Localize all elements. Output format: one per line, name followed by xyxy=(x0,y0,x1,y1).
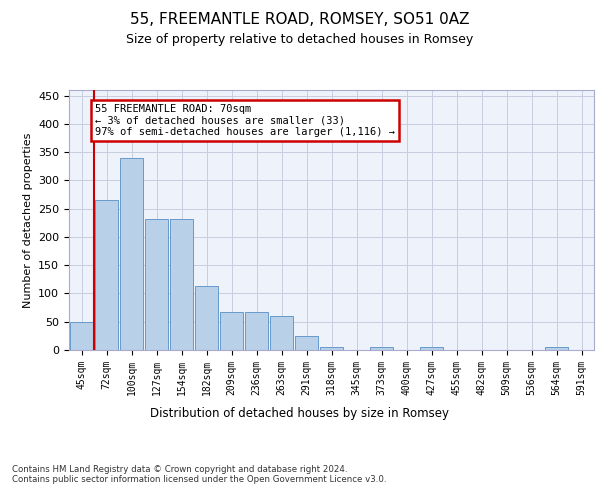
Bar xyxy=(270,316,293,350)
Y-axis label: Number of detached properties: Number of detached properties xyxy=(23,132,32,308)
Bar xyxy=(145,219,168,350)
Text: Distribution of detached houses by size in Romsey: Distribution of detached houses by size … xyxy=(151,408,449,420)
Text: Contains HM Land Registry data © Crown copyright and database right 2024.
Contai: Contains HM Land Registry data © Crown c… xyxy=(12,465,386,484)
Bar xyxy=(195,286,218,350)
Bar xyxy=(120,158,143,350)
Bar xyxy=(95,200,118,350)
Bar xyxy=(70,322,93,350)
Text: 55, FREEMANTLE ROAD, ROMSEY, SO51 0AZ: 55, FREEMANTLE ROAD, ROMSEY, SO51 0AZ xyxy=(130,12,470,28)
Bar xyxy=(245,312,268,350)
Bar xyxy=(295,336,318,350)
Bar xyxy=(170,219,193,350)
Bar xyxy=(420,347,443,350)
Text: 55 FREEMANTLE ROAD: 70sqm
← 3% of detached houses are smaller (33)
97% of semi-d: 55 FREEMANTLE ROAD: 70sqm ← 3% of detach… xyxy=(95,104,395,138)
Bar xyxy=(545,347,568,350)
Text: Size of property relative to detached houses in Romsey: Size of property relative to detached ho… xyxy=(127,32,473,46)
Bar xyxy=(370,347,393,350)
Bar xyxy=(320,346,343,350)
Bar xyxy=(220,312,243,350)
